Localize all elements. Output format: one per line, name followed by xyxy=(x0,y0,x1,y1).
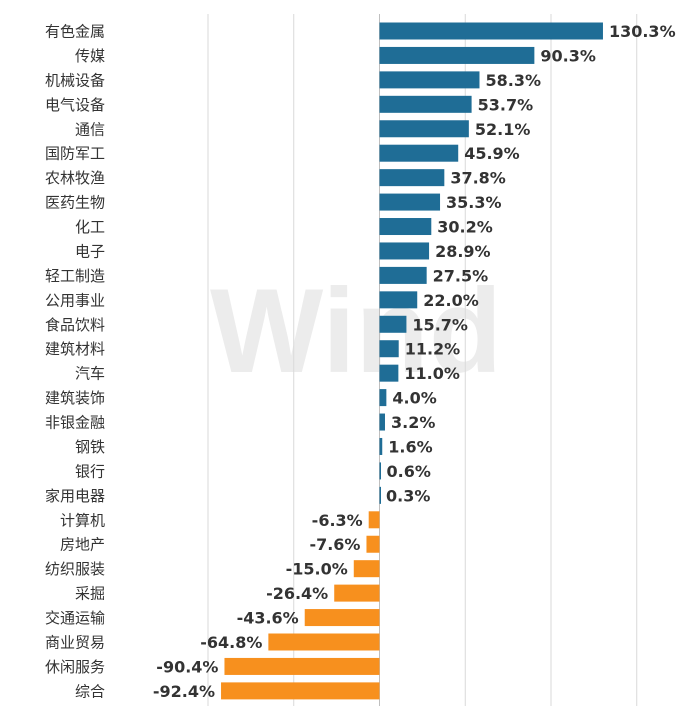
category-label: 传媒 xyxy=(75,47,105,65)
bar xyxy=(221,682,380,700)
category-label: 银行 xyxy=(75,462,105,480)
data-label: 37.8% xyxy=(450,169,506,188)
category-label: 家用电器 xyxy=(45,487,105,505)
data-label: -92.4% xyxy=(153,682,215,701)
bar xyxy=(368,511,380,529)
category-label: 商业贸易 xyxy=(45,634,105,652)
data-label: 28.9% xyxy=(435,242,491,261)
category-label: 交通运输 xyxy=(45,609,105,627)
bar xyxy=(379,266,427,284)
bar xyxy=(379,218,432,236)
bar xyxy=(379,71,480,89)
data-label: 11.2% xyxy=(405,340,461,359)
category-label: 通信 xyxy=(75,120,105,138)
bar xyxy=(379,242,430,260)
data-label: 53.7% xyxy=(478,95,534,114)
category-label: 计算机 xyxy=(60,511,105,529)
category-label: 电气设备 xyxy=(45,96,105,114)
category-label: 有色金属 xyxy=(45,23,105,41)
category-label: 食品饮料 xyxy=(45,316,105,334)
bar xyxy=(379,315,407,333)
category-label: 医药生物 xyxy=(45,194,105,212)
category-label: 电子 xyxy=(75,242,105,260)
data-label: -15.0% xyxy=(286,560,348,579)
bar xyxy=(379,413,385,431)
data-label: 90.3% xyxy=(540,46,596,65)
bar xyxy=(379,389,387,407)
category-label: 非银金融 xyxy=(45,414,105,432)
data-label: 45.9% xyxy=(464,144,520,163)
category-label: 国防军工 xyxy=(45,145,105,163)
bar xyxy=(366,535,380,553)
data-label: -43.6% xyxy=(237,609,299,628)
data-label: 30.2% xyxy=(437,218,493,237)
data-label: -64.8% xyxy=(200,633,262,652)
data-label: 1.6% xyxy=(388,437,432,456)
bar xyxy=(379,46,535,64)
category-label: 公用事业 xyxy=(45,291,105,309)
data-label: -7.6% xyxy=(309,535,360,554)
data-label: 11.0% xyxy=(404,364,460,383)
data-label: 22.0% xyxy=(423,291,479,310)
bar xyxy=(379,169,445,187)
category-label: 房地产 xyxy=(60,536,105,554)
data-label: 3.2% xyxy=(391,413,435,432)
data-label: 130.3% xyxy=(609,22,676,41)
bar xyxy=(379,144,459,162)
category-label: 轻工制造 xyxy=(45,267,105,285)
category-label: 汽车 xyxy=(75,365,105,383)
data-label: 35.3% xyxy=(446,193,502,212)
category-label: 机械设备 xyxy=(45,71,105,89)
data-label: 58.3% xyxy=(485,71,541,90)
bar xyxy=(379,95,472,113)
data-label: 27.5% xyxy=(433,266,489,285)
bar xyxy=(334,584,380,602)
category-label: 化工 xyxy=(75,218,105,236)
data-label: 0.6% xyxy=(387,462,431,481)
bar xyxy=(379,120,469,138)
bar xyxy=(304,609,380,627)
data-label: 15.7% xyxy=(412,315,468,334)
category-label: 建筑装饰 xyxy=(45,389,105,407)
data-label: -26.4% xyxy=(266,584,328,603)
data-label: -90.4% xyxy=(156,657,218,676)
data-label: 4.0% xyxy=(392,389,436,408)
bar xyxy=(224,657,380,675)
data-label: 0.3% xyxy=(386,486,430,505)
data-label: -6.3% xyxy=(312,511,363,530)
bar xyxy=(379,462,381,480)
category-label: 采掘 xyxy=(75,585,105,603)
bar xyxy=(379,340,399,358)
bar xyxy=(379,364,399,382)
category-label: 休闲服务 xyxy=(45,658,105,676)
category-label: 钢铁 xyxy=(75,438,105,456)
category-label: 建筑材料 xyxy=(45,340,105,358)
bar xyxy=(379,486,381,504)
bar xyxy=(379,22,603,40)
watermark-logo: Wind xyxy=(210,264,502,398)
category-label: 纺织服装 xyxy=(45,560,105,578)
bar xyxy=(379,437,383,455)
bar xyxy=(379,291,418,309)
category-label: 农林牧渔 xyxy=(45,169,105,187)
data-label: 52.1% xyxy=(475,120,531,139)
bar xyxy=(353,560,380,578)
bar xyxy=(268,633,380,651)
category-label: 综合 xyxy=(75,682,105,700)
bar xyxy=(379,193,441,211)
